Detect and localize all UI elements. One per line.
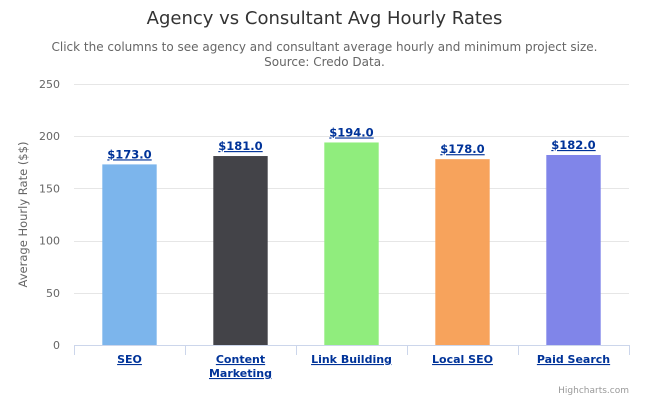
y-tick-label: 50 (46, 287, 60, 300)
data-label[interactable]: $182.0 (551, 138, 595, 152)
data-labels: $173.0 $181.0 $194.0 $178.0 $182.0 (107, 125, 595, 161)
bar[interactable] (546, 154, 601, 345)
bar[interactable] (102, 164, 157, 345)
x-category-label[interactable]: Marketing (209, 367, 272, 380)
chart-subtitle-line-1: Click the columns to see agency and cons… (51, 40, 597, 54)
x-category-label[interactable]: Content (216, 353, 265, 366)
y-tick-label: 150 (39, 182, 60, 195)
x-category-label[interactable]: Paid Search (537, 353, 610, 366)
y-tick-label: 200 (39, 130, 60, 143)
y-tick-label: 0 (53, 339, 60, 352)
credits-link[interactable]: Highcharts.com (558, 386, 629, 396)
bar[interactable] (435, 159, 490, 345)
y-axis-title: Average Hourly Rate ($$) (16, 142, 30, 288)
bar[interactable] (213, 156, 268, 345)
data-label[interactable]: $173.0 (107, 147, 151, 161)
bar[interactable] (324, 142, 379, 345)
data-label[interactable]: $181.0 (218, 139, 262, 153)
y-axis-ticks: 0 50 100 150 200 250 (39, 78, 60, 352)
y-tick-label: 250 (39, 78, 60, 91)
data-label[interactable]: $178.0 (440, 142, 484, 156)
x-category-label[interactable]: Local SEO (432, 353, 493, 366)
x-category-label[interactable]: Link Building (311, 353, 392, 366)
data-label[interactable]: $194.0 (329, 125, 373, 139)
y-tick-label: 100 (39, 235, 60, 248)
x-category-label[interactable]: SEO (117, 353, 142, 366)
chart-title: Agency vs Consultant Avg Hourly Rates (147, 8, 503, 29)
bars (102, 142, 601, 345)
chart-subtitle-line-2: Source: Credo Data. (264, 55, 385, 69)
